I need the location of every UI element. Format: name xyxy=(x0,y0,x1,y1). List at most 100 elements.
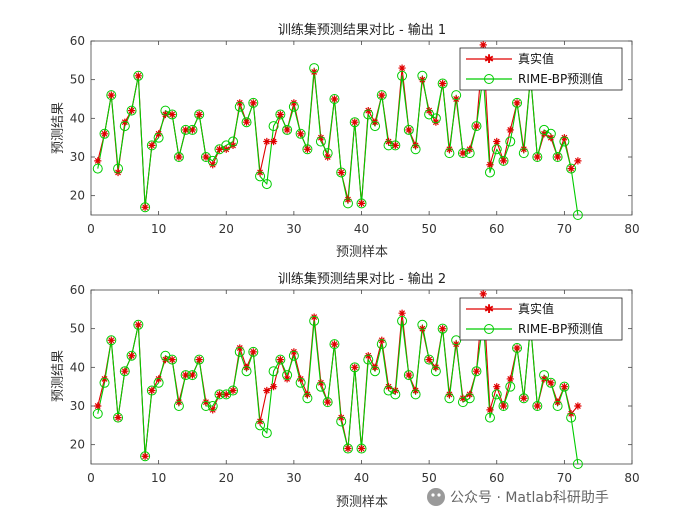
x-tick-label: 30 xyxy=(286,471,301,485)
data-point-truth xyxy=(479,41,487,49)
data-point-pred xyxy=(282,124,293,135)
data-point-truth xyxy=(303,390,311,398)
data-point-truth xyxy=(236,99,244,107)
data-point-pred xyxy=(153,377,164,388)
data-point-truth xyxy=(297,130,305,138)
x-tick-label: 20 xyxy=(219,222,234,236)
data-point-truth xyxy=(520,145,528,153)
data-point-truth xyxy=(188,371,197,379)
data-point-truth xyxy=(209,406,217,414)
data-point-truth xyxy=(114,168,122,177)
data-point-truth xyxy=(202,153,210,161)
data-point-truth xyxy=(215,145,224,153)
x-axis-label: 预测样本 xyxy=(336,245,388,260)
data-point-truth xyxy=(249,348,257,356)
data-point-pred xyxy=(295,377,306,388)
data-point-truth xyxy=(472,367,481,375)
data-point-pred xyxy=(329,94,340,104)
data-point-pred xyxy=(126,105,137,116)
data-point-pred xyxy=(275,354,286,365)
data-point-truth xyxy=(540,375,548,383)
plot-area: 0 10 20 30 40 50 60 70 80 20 30 40 50 60 xyxy=(70,34,640,236)
data-point-pred xyxy=(140,451,151,462)
data-point-truth xyxy=(533,153,541,161)
x-tick-label: 50 xyxy=(421,222,436,236)
legend: ✱ 真实值 RIME-BP预测值 xyxy=(459,297,623,341)
data-point-truth xyxy=(100,130,109,138)
y-tick-label: 30 xyxy=(70,399,85,413)
data-point-truth xyxy=(357,444,366,453)
data-point-pred xyxy=(430,366,441,377)
data-point-pred xyxy=(119,366,130,377)
data-point-truth xyxy=(364,107,372,115)
data-point-pred xyxy=(403,370,414,381)
data-point-truth xyxy=(432,363,440,371)
data-point-pred xyxy=(228,385,239,396)
y-axis-label: 预测结果 xyxy=(51,350,66,402)
x-tick-label: 50 xyxy=(421,471,436,485)
chart-title: 训练集预测结果对比 - 输出 2 xyxy=(278,271,446,287)
data-point-truth xyxy=(466,390,474,398)
data-point-pred xyxy=(505,136,516,147)
x-tick-label: 80 xyxy=(624,471,639,485)
x-tick-label: 20 xyxy=(219,471,234,485)
data-point-pred xyxy=(356,198,367,209)
x-tick-label: 10 xyxy=(151,222,166,236)
data-point-truth xyxy=(466,145,474,153)
x-tick-label: 70 xyxy=(557,471,572,485)
y-tick-label: 50 xyxy=(70,73,85,87)
y-tick-label: 30 xyxy=(70,150,85,164)
data-point-truth xyxy=(161,356,169,364)
data-point-truth xyxy=(520,394,528,402)
data-point-pred xyxy=(417,70,428,81)
data-point-truth xyxy=(107,336,115,344)
data-point-pred xyxy=(234,346,245,357)
data-point-pred xyxy=(512,97,523,108)
data-point-truth xyxy=(330,340,339,348)
data-point-pred xyxy=(518,148,529,159)
data-point-pred xyxy=(383,140,394,151)
data-point-truth xyxy=(560,134,568,142)
data-point-truth xyxy=(513,99,521,107)
data-point-pred xyxy=(261,428,272,439)
data-point-pred xyxy=(451,90,462,101)
legend-entry-truth: 真实值 xyxy=(518,51,554,66)
data-point-pred xyxy=(545,377,556,388)
data-point-truth xyxy=(249,99,257,107)
data-point-pred xyxy=(140,202,151,213)
data-point-truth xyxy=(391,386,399,395)
chart-output-1: 训练集预测结果对比 - 输出 1 0 10 20 30 40 50 60 70 80 20 30 40… xyxy=(51,22,640,260)
data-point-truth xyxy=(452,95,460,103)
data-point-pred xyxy=(552,152,563,162)
legend-entry-pred: RIME-BP预测值 xyxy=(518,71,603,86)
data-point-pred xyxy=(92,163,103,174)
data-point-truth xyxy=(344,195,352,204)
data-point-pred xyxy=(187,124,198,135)
data-point-truth xyxy=(168,110,176,119)
data-point-truth xyxy=(209,161,217,169)
data-point-truth xyxy=(94,402,102,410)
data-point-truth xyxy=(222,390,230,398)
data-point-pred xyxy=(302,144,313,155)
data-point-truth xyxy=(371,118,379,126)
data-point-truth xyxy=(384,383,393,391)
data-point-truth xyxy=(425,107,433,115)
data-point-pred xyxy=(288,101,299,112)
data-point-pred xyxy=(464,148,475,159)
data-point-truth xyxy=(547,134,555,142)
wechat-icon-eye xyxy=(431,493,435,497)
data-point-pred xyxy=(133,319,144,330)
data-point-truth xyxy=(405,126,413,134)
data-point-truth xyxy=(310,313,318,321)
data-point-pred xyxy=(342,198,353,209)
data-point-pred xyxy=(437,323,448,334)
data-point-truth xyxy=(533,402,541,410)
data-point-truth xyxy=(297,375,305,383)
data-point-pred xyxy=(309,63,320,74)
chart-title: 训练集预测结果对比 - 输出 1 xyxy=(278,22,446,38)
data-point-pred xyxy=(498,155,509,166)
data-point-pred xyxy=(471,121,482,132)
data-point-truth xyxy=(412,386,420,395)
data-point-truth xyxy=(263,386,271,395)
data-point-pred xyxy=(133,70,144,81)
